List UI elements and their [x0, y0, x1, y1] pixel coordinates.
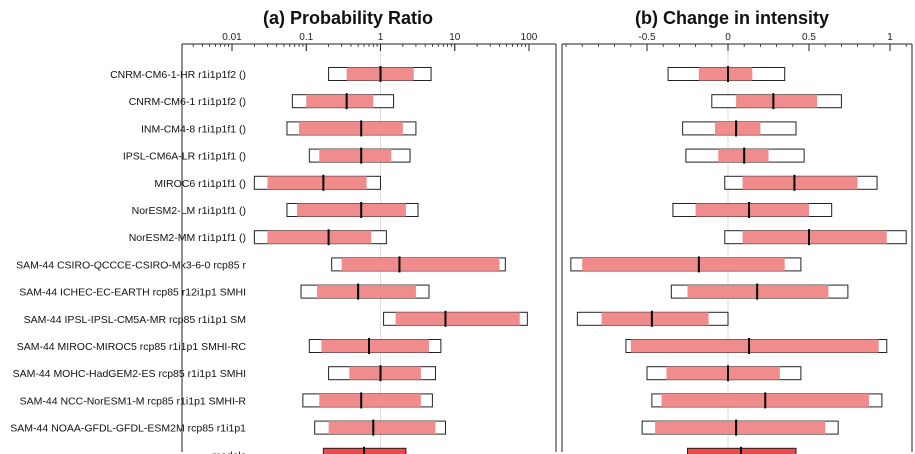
panel-a-ci-bar: [299, 121, 403, 135]
panel-a-ci-bar: [319, 393, 421, 407]
row-label: CNRM-CM6-1-HR r1i1p1f2 (): [110, 69, 246, 81]
panel-a-title: (a) Probability Ratio: [263, 8, 433, 28]
panel-b-tick-label: 0: [725, 32, 731, 43]
panel-a-ci-bar: [319, 149, 392, 163]
panel-b-ci-bar: [742, 230, 887, 244]
panel-b-ci-bar: [698, 67, 753, 81]
row-label: SAM-44 IPSL-IPSL-CM5A-MR rcp85 r1i1p1 SM: [24, 314, 246, 326]
row-label: IPSL-CM6A-LR r1i1p1f1 (): [123, 151, 246, 163]
row-label: SAM-44 NOAA-GFDL-GFDL-ESM2M rcp85 r1i1p1: [10, 423, 246, 435]
row-label: SAM-44 MOHC-HadGEM2-ES rcp85 r1i1p1 SMHI: [13, 368, 246, 380]
panel-a-plot: 0.01 0.1 1 10 100: [181, 32, 557, 454]
row-label: SAM-44 ICHEC-EC-EARTH rcp85 r12i1p1 SMHI: [19, 287, 246, 299]
panel-a-ci-bar: [267, 230, 372, 244]
panel-b-title: (b) Change in intensity: [635, 8, 829, 28]
panel-b-ci-bar: [630, 339, 879, 353]
panel-a-ci-bar: [395, 312, 520, 326]
row-label: NorESM2-MM r1i1p1f1 (): [129, 232, 246, 244]
panel-a-ci-bar: [341, 257, 500, 271]
panel-b-ci-bar: [736, 94, 818, 108]
row-label: INM-CM4-8 r1i1p1f1 (): [141, 123, 246, 135]
panel-b-ci-bar: [715, 121, 761, 135]
panel-a-ci-bar: [267, 176, 367, 190]
row-label: SAM-44 MIROC-MIROC5 rcp85 r1i1p1 SMHI-RC: [17, 341, 247, 353]
row-label: CNRM-CM6-1 r1i1p1f2 (): [129, 96, 246, 108]
row-label: SAM-44 NCC-NorESM1-M rcp85 r1i1p1 SMHI-R: [20, 395, 247, 407]
row-label: models: [212, 450, 246, 454]
panel-b-ci-bar: [742, 176, 858, 190]
panel-b-tick-label: -0.5: [638, 32, 656, 43]
row-label: MIROC6 r1i1p1f1 (): [154, 178, 246, 190]
panel-a-tick-label: 0.01: [222, 32, 242, 43]
row-labels: CNRM-CM6-1-HR r1i1p1f2 () CNRM-CM6-1 r1i1…: [10, 69, 246, 454]
panel-a-tick-label: 10: [449, 32, 461, 43]
panel-b-ci-bar: [655, 421, 826, 435]
panel-b-ci-bar: [695, 203, 809, 217]
panel-a-ci-bar: [296, 203, 406, 217]
panel-a-ci-bar: [349, 366, 421, 380]
panel-b-ci-bar: [666, 366, 780, 380]
panel-a-tick-label: 1: [378, 32, 384, 43]
row-label: NorESM2-LM r1i1p1f1 (): [132, 205, 246, 217]
panel-b-tick-label: 0.5: [802, 32, 816, 43]
panel-a-tick-label: 0.1: [299, 32, 313, 43]
row-label: SAM-44 CSIRO-QCCCE-CSIRO-Mk3-6-0 rcp85 r: [16, 259, 246, 271]
panel-b-tick-label: 1: [887, 32, 893, 43]
panel-b-ci-bar: [601, 312, 709, 326]
panel-a-ci-bar: [328, 421, 436, 435]
panel-a-tick-label: 100: [521, 32, 538, 43]
panel-a-ci-bar: [306, 94, 374, 108]
panel-b-plot: -0.5 0 0.5 1: [561, 32, 913, 454]
panel-a-ci-bar: [317, 285, 416, 299]
panel-b-ci-bar: [582, 257, 785, 271]
panel-a-ci-bar: [321, 339, 430, 353]
